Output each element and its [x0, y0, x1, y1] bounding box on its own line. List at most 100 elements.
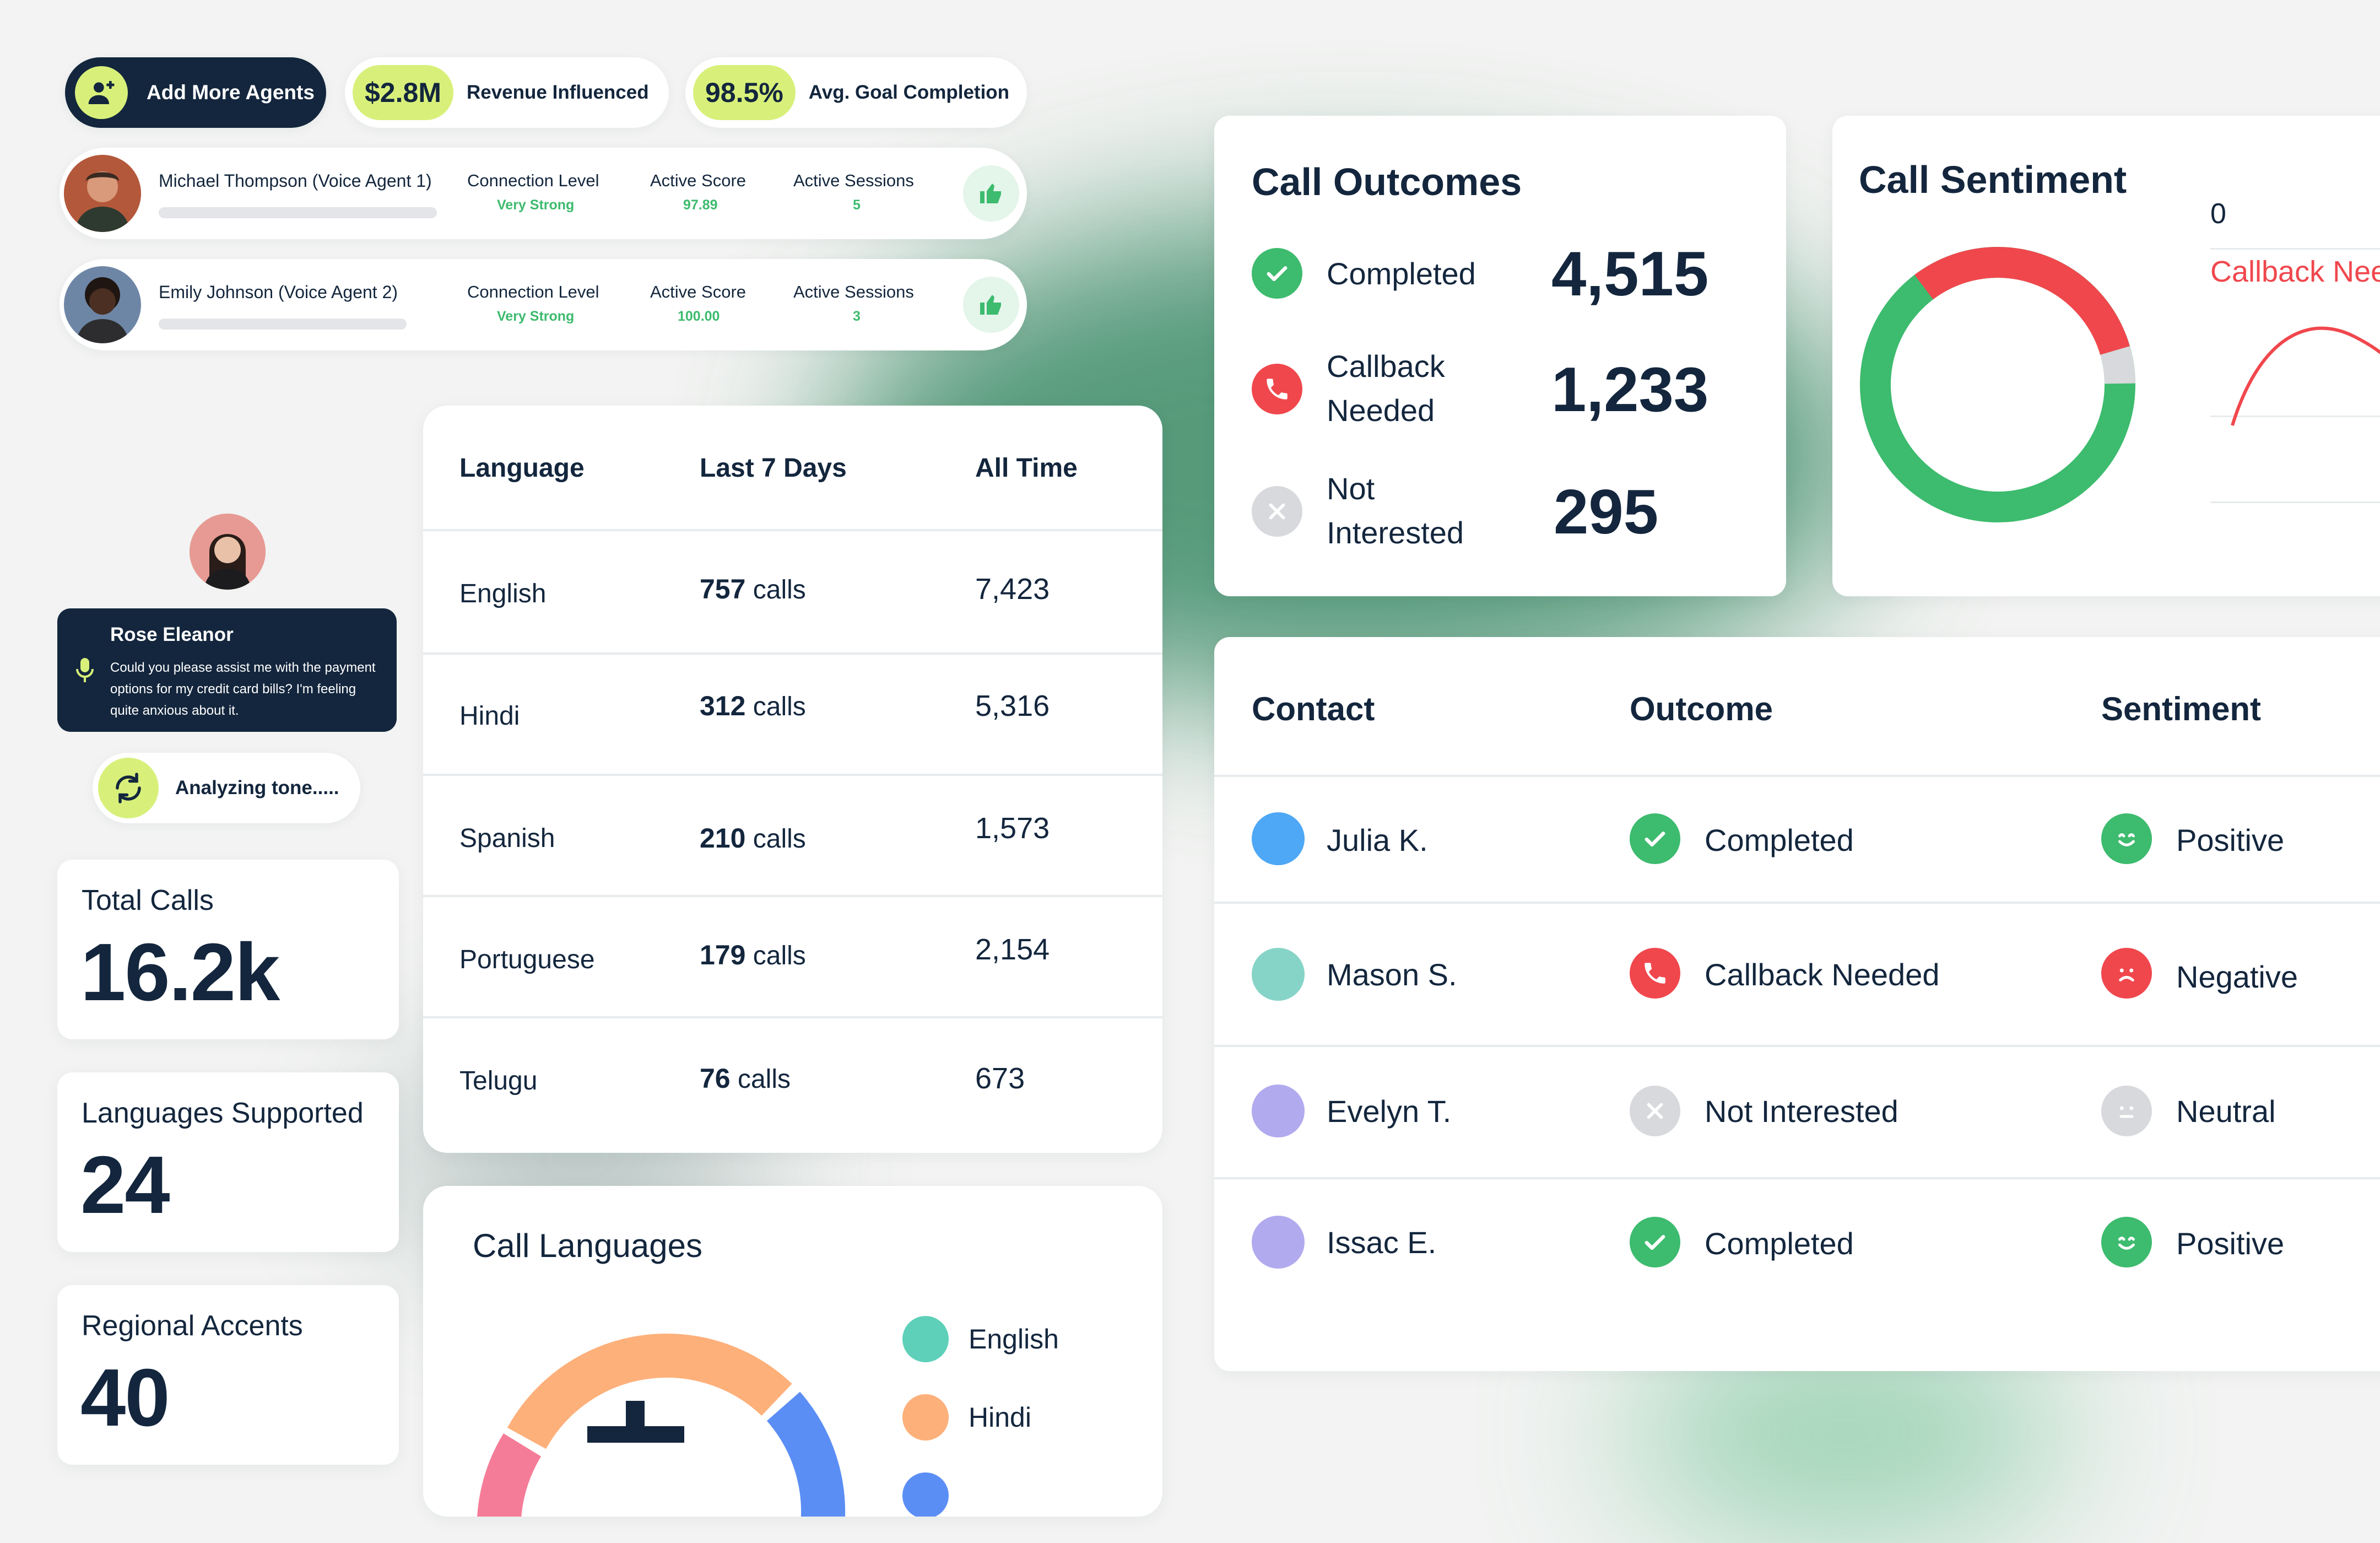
check-icon: [1630, 1217, 1680, 1267]
goal-pill: 98.5% Avg. Goal Completion: [685, 57, 1027, 128]
table-row[interactable]: Julia K. Completed Positive: [1214, 777, 2380, 902]
thumbs-up-button[interactable]: [963, 277, 1019, 333]
legend-item: English: [902, 1316, 1059, 1362]
contact-dot: [1252, 948, 1305, 1001]
table-header: Sentiment: [2101, 690, 2262, 727]
outcome-value: 1,233: [1551, 355, 1709, 425]
stat-value: 24: [80, 1140, 170, 1231]
donut-segment-blue: [766, 1391, 845, 1517]
outcome-value: 295: [1554, 477, 1659, 547]
goal-value: 98.5%: [693, 65, 796, 120]
stat-label: Languages Supported: [82, 1097, 364, 1129]
thumbs-up-button[interactable]: [963, 165, 1019, 222]
add-agents-button[interactable]: Add More Agents: [65, 57, 326, 128]
sentiment-donut: [1860, 247, 2135, 522]
call-outcomes-card: Call Outcomes Completed 4,515 Callback N…: [1214, 116, 1786, 596]
score-value: 97.89: [683, 197, 718, 213]
language-cell: Telugu: [459, 1066, 538, 1096]
agent-progress-track: [159, 319, 407, 330]
agent-row[interactable]: Emily Johnson (Voice Agent 2) Connection…: [60, 259, 1027, 350]
legend-label: English: [969, 1324, 1059, 1355]
legend-item: [902, 1472, 949, 1517]
table-row[interactable]: Issac E. Completed Positive: [1214, 1179, 2380, 1315]
donut-segment-orange: [507, 1333, 792, 1449]
add-user-icon: [75, 66, 128, 119]
connection-label: Connection Level: [467, 171, 599, 190]
alltime-cell: 5,316: [975, 689, 1050, 722]
contacts-table: Contact Outcome Sentiment Julia K. Compl…: [1214, 637, 2380, 1371]
last7-cell: 179 calls: [700, 940, 806, 970]
outcome-text: Callback Needed: [1705, 957, 1940, 992]
call-languages-card: Call Languages English Hindi: [423, 1186, 1162, 1517]
agent-name: Emily Johnson (Voice Agent 2): [159, 282, 398, 302]
analyzing-label: Analyzing tone.....: [175, 777, 339, 799]
caller-name: Rose Eleanor: [110, 624, 234, 645]
alltime-cell: 673: [975, 1062, 1025, 1095]
agent-name: Michael Thompson (Voice Agent 1): [159, 171, 432, 191]
revenue-pill: $2.8M Revenue Influenced: [345, 57, 669, 128]
language-donut: [477, 1333, 845, 1517]
x-icon: [1630, 1086, 1680, 1136]
table-row: Hindi 312 calls 5,316: [423, 655, 1162, 773]
legend-label: Hindi: [969, 1402, 1031, 1433]
table-row[interactable]: Mason S. Callback Needed Negative: [1214, 904, 2380, 1045]
stat-card: Total Calls 16.2k: [57, 860, 399, 1039]
outcome-label-line2: Interested: [1327, 515, 1464, 550]
gridline: [2210, 248, 2380, 250]
agent-progress-track: [159, 207, 437, 218]
chat-bubble: Rose Eleanor Could you please assist me …: [57, 608, 397, 732]
score-value: 100.00: [678, 309, 720, 324]
caller-message: Could you please assist me with the paym…: [110, 660, 376, 718]
legend-dot: [902, 1316, 949, 1362]
agent-row[interactable]: Michael Thompson (Voice Agent 1) Connect…: [60, 148, 1027, 239]
last7-cell: 76 calls: [700, 1063, 791, 1094]
phone-icon: [1252, 364, 1302, 414]
sessions-value: 5: [853, 197, 861, 213]
table-header: Last 7 Days: [700, 454, 847, 483]
table-row: English 757 calls 7,423: [423, 531, 1162, 651]
outcome-label: Callback: [1327, 349, 1445, 384]
check-icon: [1630, 813, 1680, 864]
outcome-value: 4,515: [1551, 239, 1709, 309]
sentiment-text: Positive: [2176, 823, 2285, 857]
sessions-label: Active Sessions: [793, 282, 914, 301]
goal-label: Avg. Goal Completion: [808, 82, 1010, 103]
legend-dot: [902, 1472, 949, 1517]
caller-avatar: [190, 514, 266, 590]
table-row: Portuguese 179 calls 2,154: [423, 897, 1162, 1015]
alltime-cell: 7,423: [975, 573, 1050, 606]
contact-name: Evelyn T.: [1327, 1094, 1452, 1129]
gridline: [2210, 416, 2380, 417]
axis-tick: 0: [2210, 198, 2226, 230]
last7-cell: 312 calls: [700, 690, 806, 721]
frown-icon: [2101, 948, 2152, 999]
sentiment-text: Positive: [2176, 1226, 2285, 1261]
microphone-icon: [76, 658, 94, 682]
x-icon: [1252, 486, 1302, 537]
outcome-label: Completed: [1327, 256, 1476, 291]
language-cell: Spanish: [459, 824, 555, 853]
outcome-text: Completed: [1705, 1226, 1854, 1261]
add-agents-label: Add More Agents: [147, 81, 315, 104]
translate-icon: [587, 1401, 684, 1443]
sentiment-text: Negative: [2176, 959, 2298, 994]
outcome-label: Not: [1327, 471, 1375, 506]
last7-cell: 757 calls: [700, 574, 806, 605]
contact-dot: [1252, 812, 1305, 865]
table-header: Contact: [1252, 690, 1375, 727]
thumbs-up-icon: [980, 295, 1001, 315]
language-table: Language Last 7 Days All Time English 75…: [423, 406, 1162, 1153]
stat-label: Regional Accents: [82, 1310, 303, 1342]
table-row: Telugu 76 calls 673: [423, 1018, 1162, 1153]
table-header: Outcome: [1630, 690, 1773, 727]
legend-item: Hindi: [902, 1394, 1031, 1441]
call-sentiment-card: Call Sentiment 0 Callback Nee: [1832, 116, 2380, 596]
connection-value: Very Strong: [497, 197, 575, 213]
legend-dot: [902, 1394, 949, 1441]
connection-value: Very Strong: [497, 309, 575, 324]
donut-segment-pink: [477, 1433, 542, 1517]
table-row[interactable]: Evelyn T. Not Interested Neutral: [1214, 1047, 2380, 1177]
table-header: Language: [459, 454, 585, 483]
contact-name: Mason S.: [1327, 957, 1457, 992]
table-header: All Time: [975, 454, 1078, 483]
